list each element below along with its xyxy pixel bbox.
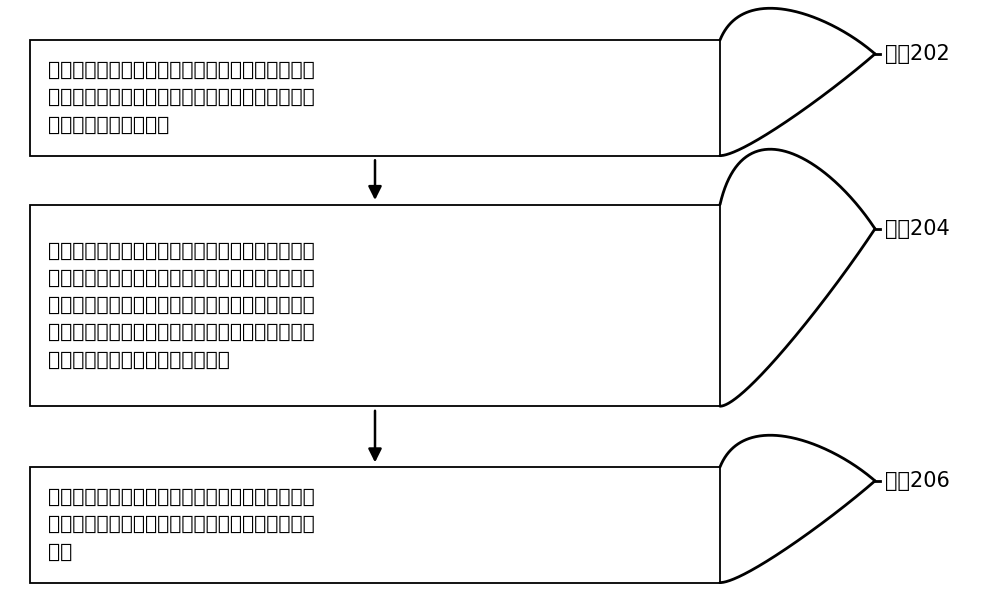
Text: 根据预设的超燃冲压发动机参数，建立设置在燃料
喷孔的下游燃烧室壁面上的喷孔喷出气体时燃烧室
中的射流激波结构模型: 根据预设的超燃冲压发动机参数，建立设置在燃料 喷孔的下游燃烧室壁面上的喷孔喷出气…: [48, 61, 315, 135]
Text: 步骤204: 步骤204: [885, 219, 950, 239]
Text: 步骤206: 步骤206: [885, 471, 950, 491]
Bar: [30, 40, 720, 156]
Text: 根据预设的燃烧效率目标值得到对应的喷孔结构参
数，根据得到的喷孔结构参数在燃烧室壁面上设置
喷孔: 根据预设的燃烧效率目标值得到对应的喷孔结构参 数，根据得到的喷孔结构参数在燃烧室…: [48, 488, 315, 562]
Bar: [30, 205, 720, 406]
Text: 根据射流激波结构模型中的弓形基波和台阶后缘在
燃烧室中形成的气动虚拟凹腔的参数，建立喷孔的
喷孔结构参数和发动机燃烧效率值的关系函数。喷
孔结构参数包括位置参数: 根据射流激波结构模型中的弓形基波和台阶后缘在 燃烧室中形成的气动虚拟凹腔的参数，…: [48, 241, 315, 369]
Text: 步骤202: 步骤202: [885, 44, 950, 64]
Bar: [30, 467, 720, 582]
